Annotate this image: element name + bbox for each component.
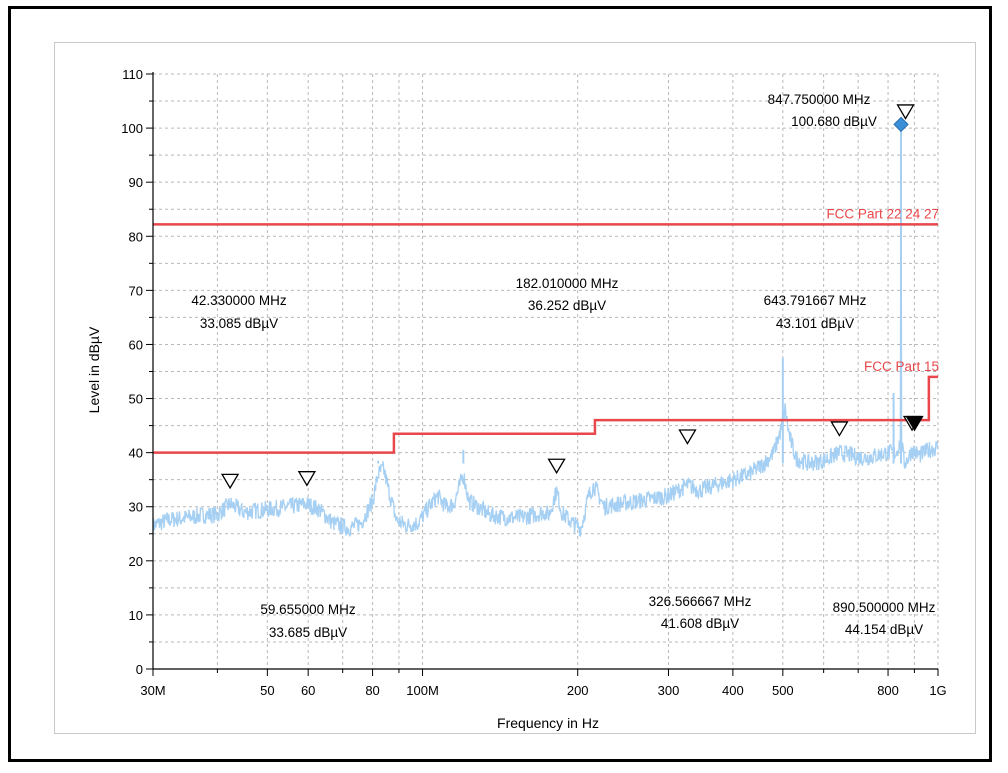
marker-triangle bbox=[905, 415, 924, 432]
annotation-freq-2: 182.010000 MHz bbox=[516, 276, 619, 291]
y-tick-label: 80 bbox=[129, 229, 143, 244]
x-tick-label: 30M bbox=[140, 683, 165, 698]
y-axis-title: Level in dBµV bbox=[86, 326, 102, 413]
annotation-level-5: 33.685 dBµV bbox=[269, 625, 347, 640]
limit-label-fcc-15: FCC Part 15 bbox=[864, 359, 939, 374]
annotation-level-6: 41.608 dBµV bbox=[661, 616, 739, 631]
peak-markers bbox=[220, 104, 924, 490]
y-tick-label: 0 bbox=[136, 662, 143, 677]
y-tick-label: 40 bbox=[129, 446, 143, 461]
annotation-freq-6: 326.566667 MHz bbox=[649, 594, 752, 609]
annotation-freq-1: 42.330000 MHz bbox=[191, 293, 287, 308]
limit-line-fcc-15 bbox=[153, 375, 938, 454]
spectrum-trace bbox=[152, 118, 939, 537]
annotation-freq-4: 847.750000 MHz bbox=[768, 92, 871, 107]
annotation-level-7: 44.154 dBµV bbox=[845, 622, 923, 637]
marker-triangle bbox=[678, 429, 697, 445]
annotation-labels: 42.330000 MHz 33.085 dBµV 182.010000 MHz… bbox=[191, 92, 935, 640]
y-tick-label: 60 bbox=[129, 337, 143, 352]
annotation-freq-7: 890.500000 MHz bbox=[833, 600, 936, 615]
x-tick-label: 500 bbox=[772, 683, 794, 698]
y-tick-label: 90 bbox=[129, 175, 143, 190]
annotation-level-4: 100.680 dBµV bbox=[791, 114, 877, 129]
limit-label-fcc-22-24-27: FCC Part 22 24 27 bbox=[826, 206, 939, 221]
marker-triangle bbox=[220, 473, 240, 490]
x-tick-label: 1G bbox=[929, 683, 946, 698]
grid bbox=[152, 73, 939, 670]
x-tick-label: 300 bbox=[658, 683, 680, 698]
y-tick-label: 70 bbox=[129, 283, 143, 298]
annotation-level-3: 43.101 dBµV bbox=[776, 316, 854, 331]
x-axis-title: Frequency in Hz bbox=[497, 715, 599, 731]
marker-triangle bbox=[896, 104, 915, 120]
marker-triangle bbox=[297, 471, 317, 487]
axes: 0 10 20 30 40 50 60 70 80 90 100 110 30M 50 60 80 100M 20… bbox=[121, 67, 946, 698]
annotation-level-2: 36.252 dBµV bbox=[528, 298, 606, 313]
y-tick-label: 50 bbox=[129, 392, 143, 407]
x-tick-label: 80 bbox=[365, 683, 379, 698]
y-tick-label: 20 bbox=[129, 554, 143, 569]
x-tick-label: 60 bbox=[301, 683, 315, 698]
x-tick-label: 50 bbox=[260, 683, 274, 698]
chart-panel bbox=[54, 42, 976, 734]
annotation-freq-3: 643.791667 MHz bbox=[764, 293, 867, 308]
x-tick-label: 200 bbox=[567, 683, 589, 698]
y-tick-label: 10 bbox=[129, 608, 143, 623]
marker-triangle bbox=[830, 421, 849, 437]
x-tick-label: 100M bbox=[406, 683, 439, 698]
limit-lines: FCC Part 22 24 27 FCC Part 15 bbox=[153, 206, 939, 454]
marker-triangle bbox=[547, 458, 566, 475]
x-tick-label: 800 bbox=[877, 683, 899, 698]
y-tick-label: 30 bbox=[129, 500, 143, 515]
x-tick-label: 400 bbox=[722, 683, 744, 698]
spectrum-line bbox=[152, 118, 939, 537]
peak-point-marker bbox=[893, 116, 909, 133]
y-tick-label: 100 bbox=[121, 121, 143, 136]
annotation-freq-5: 59.655000 MHz bbox=[260, 602, 356, 617]
y-tick-label: 110 bbox=[122, 67, 143, 82]
annotation-level-1: 33.085 dBµV bbox=[200, 316, 278, 331]
